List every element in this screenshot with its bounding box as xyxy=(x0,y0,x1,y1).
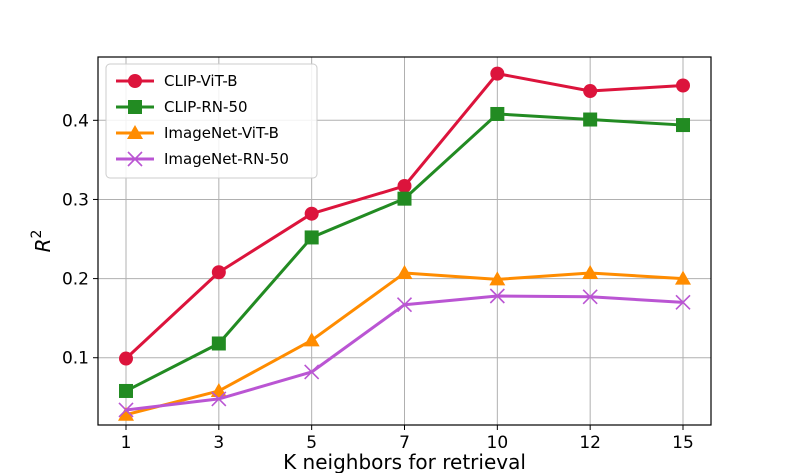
data-point xyxy=(304,364,320,380)
y-tick-label: 0.1 xyxy=(62,349,89,369)
data-point xyxy=(583,84,598,99)
legend-marker xyxy=(128,74,142,88)
legend-entry: CLIP-ViT-B xyxy=(116,72,238,90)
data-point xyxy=(397,178,412,193)
legend-marker xyxy=(127,151,143,167)
series-CLIP-RN-50 xyxy=(119,106,690,398)
x-tick-label: 1 xyxy=(121,433,132,453)
data-point xyxy=(118,406,134,421)
series-CLIP-ViT-B xyxy=(119,66,690,366)
data-point xyxy=(211,265,226,280)
legend-entry: ImageNet-ViT-B xyxy=(116,124,279,142)
legend-entry: CLIP-RN-50 xyxy=(116,98,248,116)
legend-label: ImageNet-ViT-B xyxy=(164,124,279,142)
y-tick-label: 0.2 xyxy=(62,270,89,290)
data-point xyxy=(676,78,690,93)
x-tick-label: 15 xyxy=(672,433,694,453)
data-point xyxy=(582,265,599,280)
data-point xyxy=(583,112,598,127)
data-point xyxy=(675,294,691,310)
data-point xyxy=(489,288,505,304)
legend-label: CLIP-RN-50 xyxy=(164,98,248,116)
data-point xyxy=(675,270,691,285)
x-tick-label: 12 xyxy=(579,433,601,453)
data-point xyxy=(211,391,227,407)
data-point xyxy=(210,382,227,397)
legend-label: ImageNet-RN-50 xyxy=(164,150,289,168)
data-point xyxy=(119,351,133,366)
legend-label: CLIP-ViT-B xyxy=(164,72,238,90)
axis-ticks: 1 3 5 7 10 12 15 0.1 0.2 0.3 0.4 xyxy=(62,111,694,453)
data-point xyxy=(490,66,505,81)
y-tick-label: 0.3 xyxy=(62,190,89,210)
data-point xyxy=(397,191,412,206)
data-point xyxy=(490,106,505,121)
legend: CLIP-ViT-B CLIP-RN-50 ImageNet-ViT-B ImageN… xyxy=(105,63,318,179)
x-axis-label: K neighbors for retrieval xyxy=(283,450,526,473)
y-axis-label-superscript: 2 xyxy=(29,230,45,239)
x-tick-label: 7 xyxy=(399,433,410,453)
data-point xyxy=(303,332,320,347)
series-ImageNet-ViT-B xyxy=(118,265,691,421)
data-point xyxy=(582,289,598,305)
x-tick-label: 5 xyxy=(306,433,317,453)
y-tick-label: 0.4 xyxy=(62,111,89,131)
x-tick-label: 10 xyxy=(487,433,509,453)
y-axis-label: R2 xyxy=(29,230,55,253)
series-layer xyxy=(118,66,691,421)
data-point xyxy=(396,265,413,280)
legend-box xyxy=(105,63,318,179)
data-point xyxy=(211,336,226,351)
legend-marker xyxy=(128,100,142,114)
data-point xyxy=(119,383,133,398)
y-axis-label-base: R xyxy=(31,239,55,253)
data-point xyxy=(304,206,319,221)
data-point xyxy=(304,230,319,245)
x-tick-label: 3 xyxy=(213,433,224,453)
legend-entry: ImageNet-RN-50 xyxy=(116,150,289,168)
series-ImageNet-RN-50 xyxy=(118,288,691,418)
data-point xyxy=(676,118,690,133)
data-point xyxy=(118,402,134,418)
data-point xyxy=(396,297,413,313)
legend-marker xyxy=(127,125,143,139)
data-point xyxy=(489,271,506,286)
